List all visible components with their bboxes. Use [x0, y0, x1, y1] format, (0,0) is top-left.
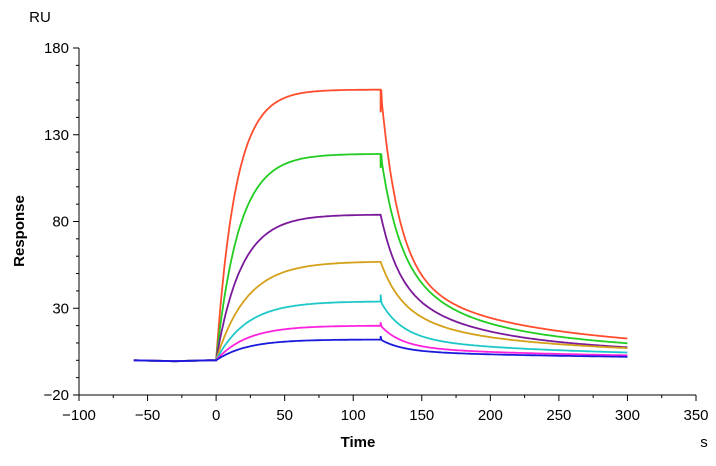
y-axis-ticks: −20 30 80 130 180	[44, 40, 79, 404]
x-tick-label: 200	[478, 407, 503, 424]
x-tick-label: 250	[546, 407, 571, 424]
y-tick-label: 180	[44, 40, 69, 57]
x-tick-label: 50	[276, 407, 293, 424]
x-tick-label: 150	[409, 407, 434, 424]
x-axis-ticks: −100 −50 0 50 100 150 200 250 300 350	[62, 395, 709, 424]
x-tick-label: 350	[683, 407, 708, 424]
x-tick-label: 100	[341, 407, 366, 424]
y-tick-label: 30	[52, 300, 69, 317]
x-tick-label: 300	[615, 407, 640, 424]
y-tick-label: 130	[44, 127, 69, 144]
x-tick-label: −50	[135, 407, 160, 424]
x-tick-label: 0	[212, 407, 220, 424]
series-layer	[133, 88, 628, 363]
x-axis-unit: s	[700, 434, 708, 451]
series-line	[133, 261, 628, 363]
series-line	[133, 335, 628, 363]
y-axis-unit: RU	[29, 9, 51, 26]
series-line	[133, 153, 628, 363]
series-line	[133, 88, 628, 363]
y-axis-title: Response	[11, 195, 28, 267]
x-axis-title: Time	[341, 434, 376, 451]
y-tick-label: −20	[44, 387, 69, 404]
series-line	[133, 213, 628, 363]
y-tick-label: 80	[52, 214, 69, 231]
series-line	[133, 322, 628, 363]
x-tick-label: −100	[62, 407, 96, 424]
series-line	[133, 294, 628, 363]
